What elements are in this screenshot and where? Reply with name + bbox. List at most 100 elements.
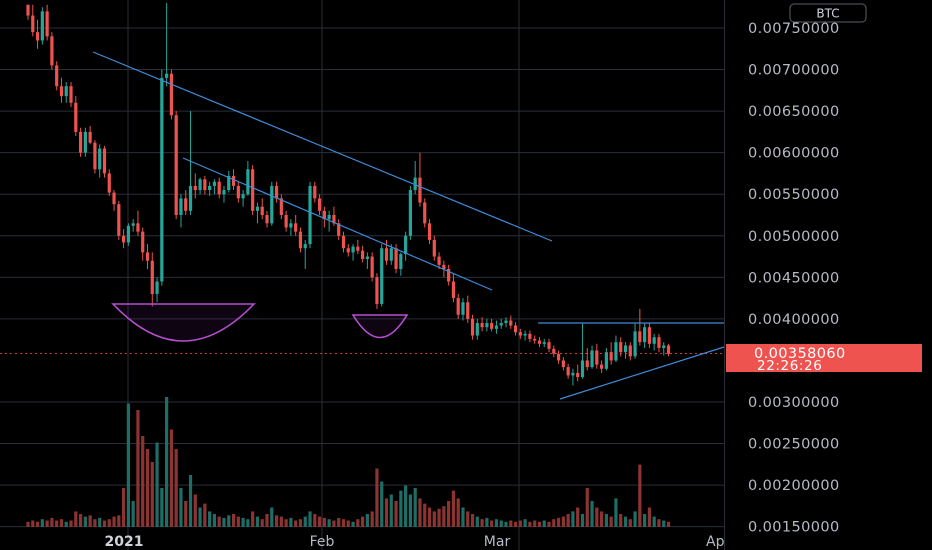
volume-bar (198, 507, 202, 527)
volume-bar (604, 514, 608, 527)
candle (74, 96, 78, 137)
volume-bar (413, 488, 417, 527)
volume-bar (633, 511, 637, 527)
volume-bar (332, 520, 336, 527)
volume-bar (647, 507, 651, 527)
candle-body (590, 350, 594, 368)
candle-body (513, 325, 518, 333)
volume-bar (184, 501, 188, 527)
candle (35, 19, 40, 49)
candle-body (523, 333, 527, 336)
candle-body (518, 332, 522, 336)
candle-body (117, 204, 121, 236)
volume-bar (561, 516, 565, 527)
candle (427, 219, 432, 245)
candle (327, 210, 331, 232)
candle (313, 181, 317, 203)
candle (122, 229, 126, 249)
candle (222, 185, 226, 203)
price-tick-label: 0.00700000 (748, 63, 840, 79)
volume-bar (308, 511, 312, 527)
candle (322, 206, 326, 228)
candle (88, 126, 92, 145)
candle-body (399, 254, 403, 270)
volume-bar (122, 488, 126, 527)
candle-body (571, 372, 575, 376)
volume-bar (150, 462, 154, 527)
candle-body (112, 192, 116, 205)
candle-body (198, 179, 202, 191)
candle-body (274, 185, 279, 199)
candle (475, 318, 479, 340)
candle-body (542, 342, 546, 344)
candle (126, 223, 130, 246)
candle-body (394, 248, 398, 270)
candle (265, 210, 269, 228)
volume-bar (98, 517, 102, 527)
candle-body (165, 73, 169, 78)
candle (298, 227, 303, 253)
candle (456, 293, 460, 319)
volume-bar (585, 488, 589, 527)
candle (537, 337, 542, 348)
candle (50, 32, 54, 70)
price-axis[interactable]: 0.00750000 0.00700000 0.00650000 0.00600000… (748, 21, 840, 536)
candle (303, 239, 307, 270)
candle-body (509, 320, 513, 326)
candle-body (662, 345, 666, 348)
candle-body (604, 352, 608, 369)
volume-bar (456, 498, 460, 527)
candle-countdown: 22:26:26 (757, 358, 822, 374)
volume-bar (145, 449, 150, 527)
candle (102, 146, 107, 178)
price-tick-label: 0.00300000 (748, 395, 840, 411)
volume-bar (370, 511, 374, 527)
volume-bar (179, 488, 183, 527)
price-tick-label: 0.00450000 (748, 270, 840, 286)
candle (513, 322, 518, 336)
price-tick-label: 0.00250000 (748, 437, 840, 453)
volume-bar (389, 494, 393, 527)
candle (380, 244, 384, 307)
candle (78, 127, 83, 157)
time-axis[interactable]: 2021 Feb Mar Ap (105, 534, 725, 550)
candle (112, 190, 116, 211)
candle (365, 252, 369, 270)
candle (384, 239, 389, 265)
candle (107, 169, 111, 196)
candle-body (552, 348, 556, 354)
candle (208, 181, 212, 196)
candle-body (595, 350, 599, 365)
volume-bars (26, 397, 671, 527)
candle-body (337, 223, 341, 236)
volume-bar (74, 511, 78, 527)
candle-body (298, 231, 303, 249)
candle (614, 335, 618, 363)
volume-bar (231, 514, 236, 527)
candle-body (31, 15, 35, 33)
candle (556, 350, 561, 364)
candle-body (619, 342, 623, 353)
candle-body (480, 323, 484, 328)
candle (404, 231, 408, 261)
candle (217, 177, 221, 199)
volume-bar (40, 519, 44, 527)
currency-badge[interactable]: BTC (789, 3, 867, 23)
candle-body (102, 148, 107, 174)
candle (447, 264, 451, 286)
volume-bar (284, 519, 288, 527)
candle-body (365, 256, 369, 260)
candle (188, 111, 193, 215)
candle-body (456, 298, 460, 315)
candle-body (246, 169, 250, 195)
volume-bar (298, 519, 303, 527)
volume-bar (289, 517, 293, 527)
candle (413, 160, 417, 195)
volume-bar (136, 410, 140, 527)
candle (461, 298, 465, 321)
volume-bar (188, 475, 193, 527)
candle-body (155, 281, 159, 294)
candle (623, 342, 628, 359)
volume-bar (623, 516, 628, 527)
